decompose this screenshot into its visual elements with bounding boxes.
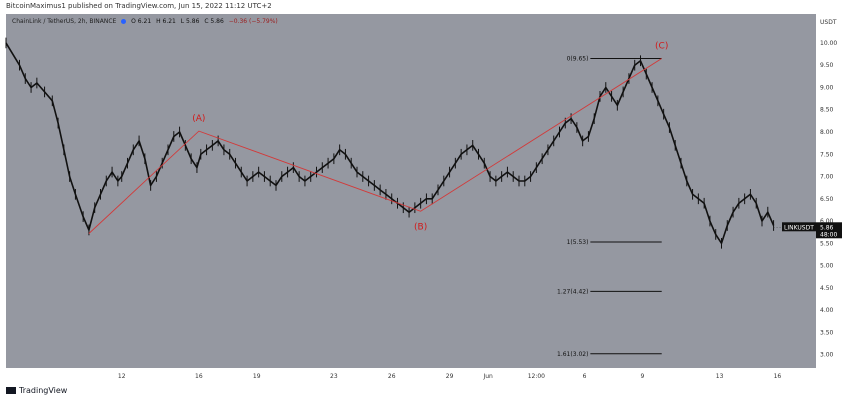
time-tick-label: 13 [716,373,724,380]
high-value: H 6.21 [156,18,176,25]
price-tick-label: 10.00 [820,40,837,47]
fib-level-label: 1.61(3.02) [557,351,588,358]
wave-count-line [88,58,662,234]
tradingview-logo[interactable]: TradingView [6,386,67,395]
fib-level-label: 1.27(4.42) [557,288,588,295]
footer [0,382,850,400]
time-tick-label: 26 [388,373,396,380]
time-tick-label: 29 [446,373,454,380]
low-value: L 5.86 [180,18,200,25]
time-tick-label: 12 [118,373,126,380]
brand-label: TradingView [19,386,68,395]
time-tick-label: 16 [774,373,782,380]
price-tick-label: 3.00 [820,352,834,359]
price-tick-label: 9.00 [820,84,834,91]
last-price-tag [816,222,842,239]
time-axis[interactable] [6,368,816,382]
chart-plot-area[interactable] [6,14,816,382]
fib-level-label: 0(9.65) [567,56,589,63]
time-tick-label: 23 [330,373,338,380]
bar-countdown: 48:00 [820,231,837,238]
price-tick-label: 7.00 [820,174,834,181]
change-value: −0.36 (−5.79%) [228,18,278,25]
tradingview-logo-icon [6,387,16,394]
price-tick-label: 9.50 [820,62,834,69]
wave-label: (A) [192,114,205,124]
price-tick-label: 7.50 [820,151,834,158]
time-tick-label: Jun [482,373,493,380]
price-tick-label: 3.50 [820,329,834,336]
fib-level-label: 1(5.53) [567,239,589,246]
price-tick-label: 4.00 [820,307,834,314]
open-value: O 6.21 [131,18,152,25]
ticker-tag [782,222,816,232]
time-tick-label: 19 [253,373,261,380]
price-axis[interactable] [816,14,850,382]
chart-legend: ChainLink / TetherUS, 2h, BINANCE O 6.21… [12,18,281,25]
price-tick-label: 6.00 [820,218,834,225]
price-tick-label: 5.00 [820,263,834,270]
publisher-text: BitcoinMaximus1 published on TradingView… [6,2,272,10]
time-tick-label: 9 [641,373,645,380]
price-tick-label: 8.00 [820,129,834,136]
publisher-bar: BitcoinMaximus1 published on TradingView… [0,0,850,14]
price-tick-label: 8.50 [820,107,834,114]
time-tick-label: 6 [583,373,587,380]
market-status-icon [121,19,127,24]
price-tick-label: 5.50 [820,240,834,247]
time-tick-label: 16 [195,373,203,380]
last-price-value: 5.86 [820,224,834,231]
price-tick-label: 6.50 [820,196,834,203]
wave-label: (B) [414,222,427,232]
price-tick-label: 4.50 [820,285,834,292]
ticker-tag-label: LINKUSDT [784,224,814,231]
time-tick-label: 12:00 [528,373,545,380]
price-series-line [5,42,775,245]
close-value: C 5.86 [204,18,224,25]
currency-label: USDT [820,19,837,26]
wave-label: (C) [655,42,668,52]
symbol-title: ChainLink / TetherUS, 2h, BINANCE [12,18,117,25]
